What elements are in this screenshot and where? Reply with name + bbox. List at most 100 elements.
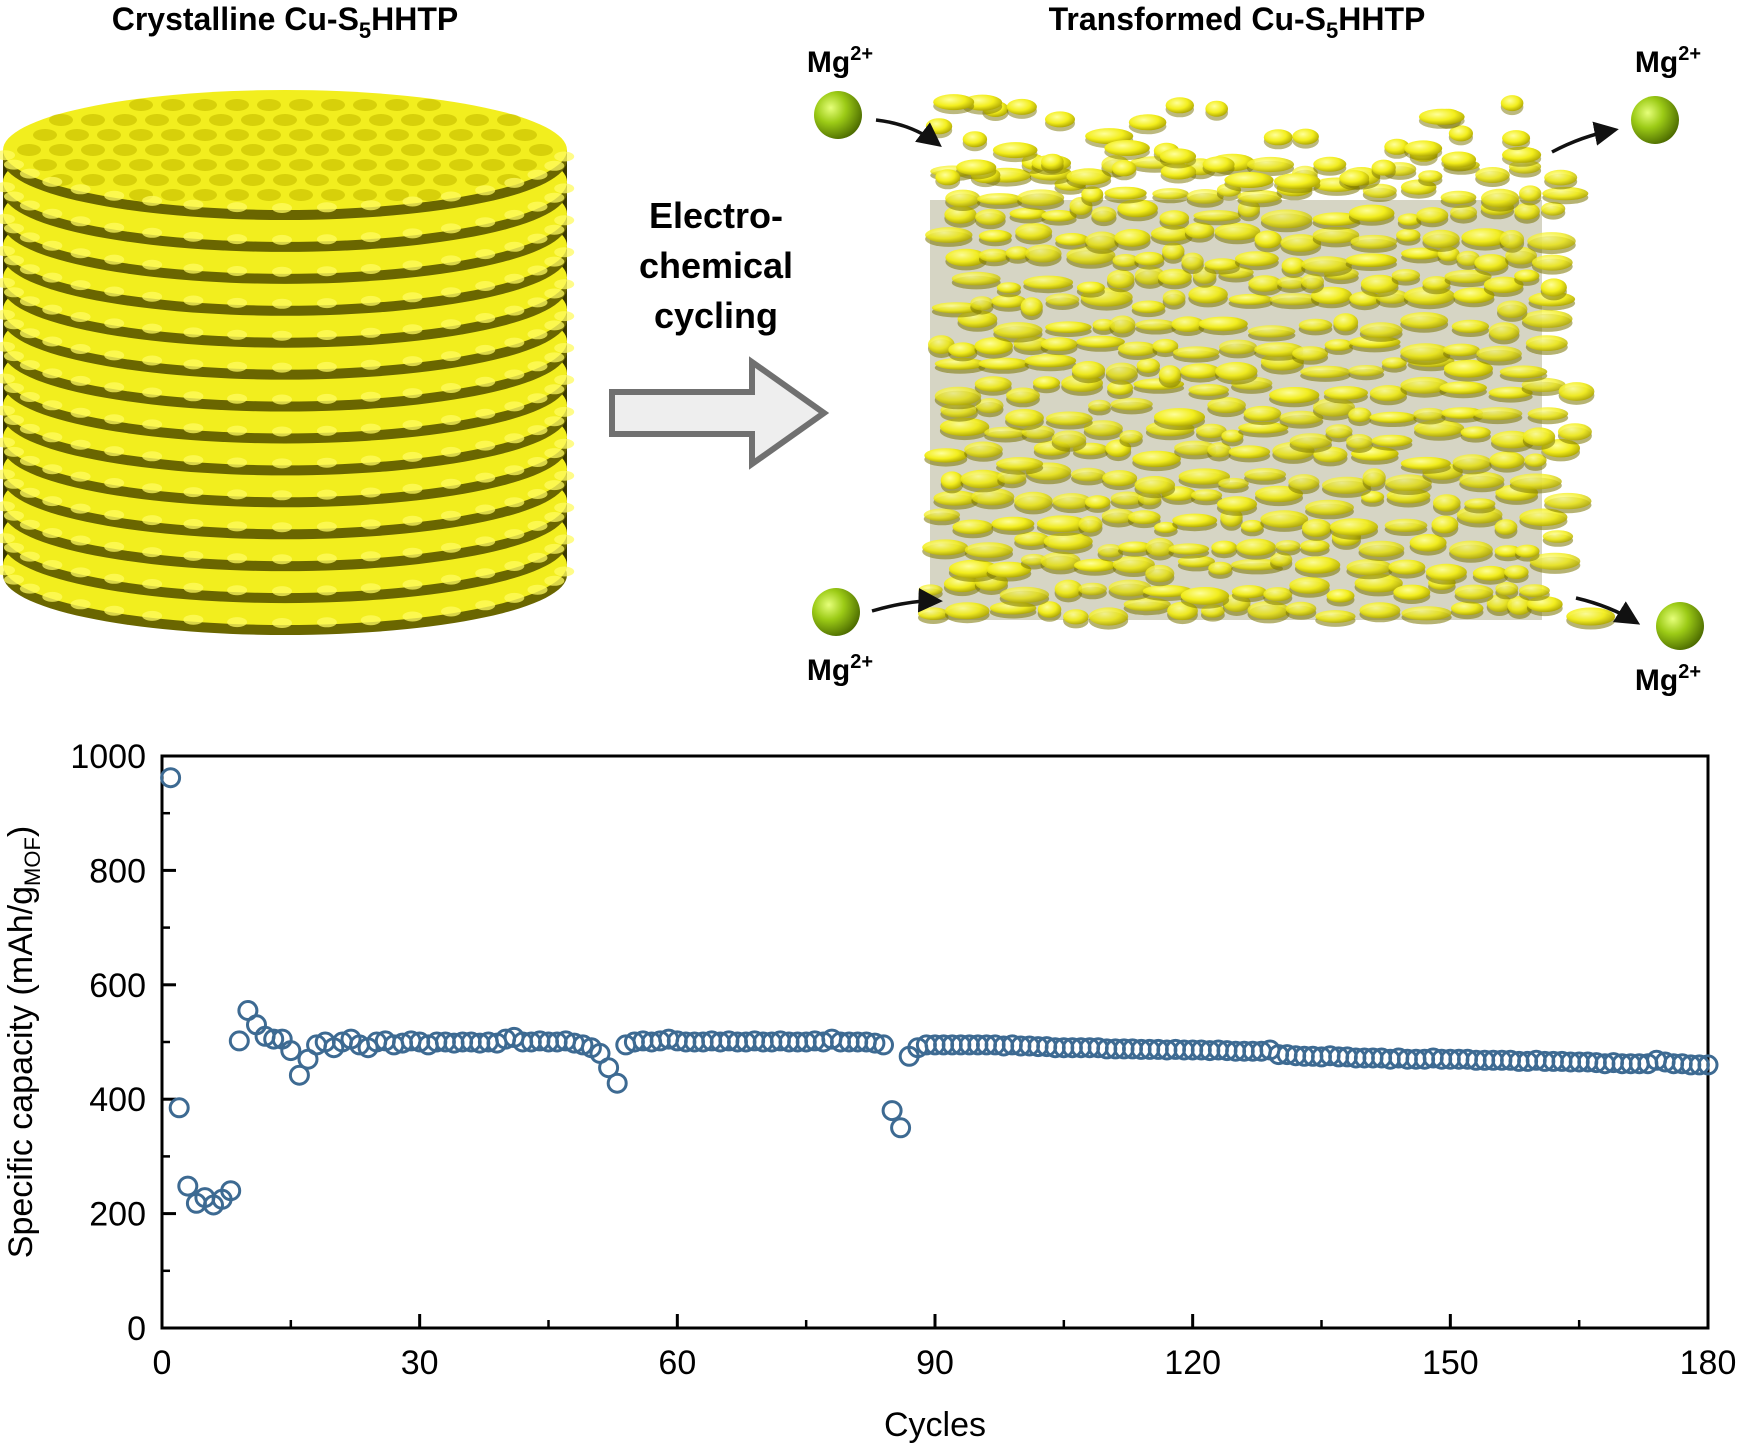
framework-fragment <box>1216 496 1258 512</box>
framework-fragment <box>1248 325 1296 338</box>
framework-fragment <box>978 357 1029 370</box>
framework-fragment <box>1418 170 1443 183</box>
data-point <box>288 1064 310 1086</box>
framework-fragment <box>1388 559 1426 575</box>
framework-fragment <box>1114 228 1151 247</box>
framework-fragment <box>1248 275 1282 292</box>
framework-fragment <box>1134 251 1165 266</box>
framework-fragment <box>1219 339 1257 355</box>
framework-fragment <box>1531 254 1573 271</box>
framework-fragment <box>1400 312 1449 329</box>
framework-fragment <box>1391 269 1421 282</box>
framework-fragment <box>1254 342 1304 357</box>
framework-fragment <box>1499 230 1525 249</box>
framework-fragment <box>1263 587 1293 602</box>
framework-fragment <box>948 342 978 358</box>
framework-fragment <box>1456 250 1480 266</box>
framework-fragment <box>1193 210 1241 222</box>
framework-fragment <box>1350 234 1398 249</box>
right-title: Transformed Cu-S5HHTP <box>1049 1 1426 43</box>
framework-fragment <box>1325 424 1353 439</box>
framework-fragment <box>1036 515 1088 532</box>
framework-fragment <box>1443 359 1493 378</box>
framework-fragment <box>1043 532 1093 551</box>
framework-fragment <box>1202 156 1235 173</box>
framework-fragment <box>1519 584 1550 597</box>
framework-fragment <box>1450 205 1478 220</box>
framework-fragment <box>1228 293 1273 305</box>
framework-fragment <box>1045 321 1092 334</box>
framework-fragment <box>1315 610 1356 623</box>
framework-fragment <box>1358 540 1405 558</box>
framework-fragment <box>1519 508 1568 527</box>
data-point <box>220 1180 242 1202</box>
framework-fragment <box>1135 319 1177 331</box>
framework-fragment <box>1400 343 1451 361</box>
framework-fragment <box>1425 563 1467 581</box>
framework-fragment <box>1134 266 1165 285</box>
framework-fragment <box>1076 281 1105 294</box>
y-tick-label: 800 <box>89 852 146 890</box>
framework-fragment <box>933 490 978 506</box>
framework-fragment <box>1312 227 1360 244</box>
framework-fragment <box>956 159 997 176</box>
framework-fragment <box>1110 397 1153 411</box>
framework-fragment <box>1078 582 1107 596</box>
framework-fragment <box>1301 518 1332 537</box>
framework-fragment <box>1142 585 1193 597</box>
arrow-out-icon <box>1575 596 1641 625</box>
framework-fragment <box>1159 148 1197 165</box>
framework-fragment <box>1359 602 1401 619</box>
framework-fragment <box>1301 273 1324 290</box>
x-axis-label: Cycles <box>884 1406 986 1444</box>
schematic: Crystalline Cu-S5HHTP Transformed Cu-S5H… <box>0 1 1704 697</box>
framework-fragment <box>1489 451 1525 469</box>
framework-fragment <box>1020 297 1043 317</box>
framework-fragment <box>1014 491 1053 511</box>
framework-fragment <box>1274 173 1321 190</box>
framework-fragment <box>1413 407 1446 421</box>
y-tick-label: 0 <box>127 1310 146 1348</box>
framework-fragment <box>1178 468 1231 485</box>
framework-fragment <box>1084 495 1111 509</box>
framework-fragment <box>1180 587 1230 605</box>
data-point <box>1697 1054 1719 1076</box>
framework-fragment <box>1450 601 1484 616</box>
framework-fragment <box>1277 276 1308 289</box>
x-tick-label: 60 <box>658 1344 696 1382</box>
framework-fragment <box>1269 293 1320 306</box>
framework-fragment <box>974 337 1013 355</box>
framework-fragment <box>1440 190 1477 204</box>
framework-fragment <box>1280 234 1322 252</box>
framework-fragment <box>1158 268 1192 286</box>
framework-fragment <box>1052 493 1092 510</box>
framework-fragment <box>1396 228 1421 242</box>
framework-fragment <box>1333 313 1359 332</box>
framework-fragment <box>1005 246 1030 260</box>
framework-fragment <box>1400 456 1451 470</box>
mg-ion-icon <box>812 588 860 636</box>
framework-fragment <box>922 539 969 556</box>
framework-fragment <box>978 229 1012 243</box>
framework-fragment <box>1173 346 1220 359</box>
data-point <box>160 767 182 789</box>
x-tick-label: 90 <box>916 1344 954 1382</box>
framework-fragment <box>1020 553 1047 566</box>
framework-fragment <box>1453 287 1495 304</box>
framework-fragment <box>1041 210 1077 222</box>
framework-fragment <box>1247 601 1290 620</box>
framework-fragment <box>1300 365 1351 378</box>
framework-fragment <box>1527 407 1569 421</box>
framework-fragment <box>1240 519 1264 533</box>
framework-fragment <box>984 426 1028 439</box>
framework-fragment <box>1371 434 1413 447</box>
framework-fragment <box>1346 434 1373 449</box>
data-point <box>177 1175 199 1197</box>
framework-fragment <box>1085 128 1134 145</box>
framework-fragment <box>1384 138 1410 155</box>
process-label-line-3: cycling <box>654 295 778 336</box>
framework-fragment <box>1076 335 1125 348</box>
framework-fragment <box>1324 339 1354 351</box>
framework-fragment <box>1491 430 1534 449</box>
framework-fragment <box>1464 498 1496 510</box>
